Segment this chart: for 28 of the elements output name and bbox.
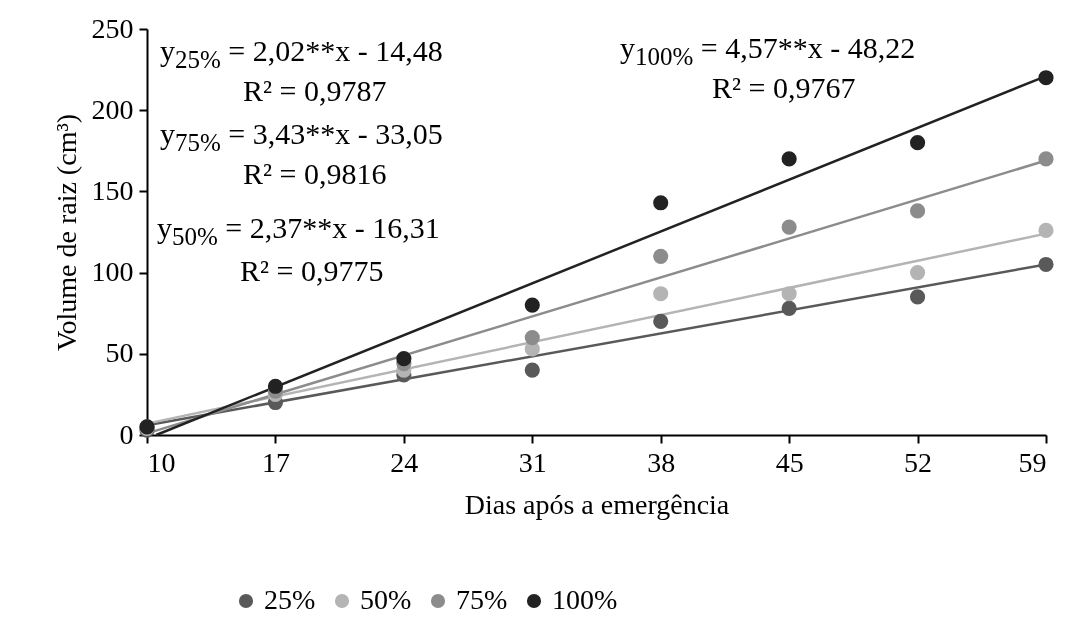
annotation: y$_{50%}$ = 2,37**x - 16,31: [157, 211, 440, 250]
x-tick-label: 52: [904, 446, 933, 478]
x-tick-label: 10: [147, 446, 176, 478]
annotation: y$_{75%}$ = 3,43**x - 33,05: [160, 117, 443, 156]
y-tick-label: 100: [91, 256, 134, 288]
y-tick-label: 200: [91, 93, 134, 125]
legend-label: 100%: [552, 584, 618, 615]
legend-label: 25%: [264, 584, 316, 615]
y-tick-label: 0: [119, 418, 134, 450]
annotation: R² = 0,9816: [243, 157, 387, 190]
annotation: R² = 0,9787: [243, 74, 387, 107]
x-tick-label: 31: [518, 446, 547, 478]
annotation: y$_{25%}$ = 2,02**x - 14,48: [160, 34, 443, 73]
x-tick-label: 24: [390, 446, 419, 478]
x-tick-label: 59: [1018, 446, 1047, 478]
annotation: R² = 0,9767: [712, 71, 856, 104]
legend-label: 50%: [360, 584, 412, 615]
y-tick-label: 150: [91, 174, 134, 206]
y-tick-label: 250: [91, 12, 134, 44]
x-tick-label: 38: [647, 446, 676, 478]
x-tick-label: 17: [261, 446, 290, 478]
x-axis-title: Dias após a emergência: [464, 488, 730, 520]
y-axis-title: Volume de raiz (cm³): [50, 113, 82, 352]
annotation: R² = 0,9775: [240, 254, 384, 287]
legend-label: 75%: [456, 584, 508, 615]
y-tick-label: 50: [105, 337, 134, 369]
annotation: y$_{100%}$ = 4,57**x - 48,22: [620, 31, 916, 70]
x-tick-label: 45: [775, 446, 804, 478]
